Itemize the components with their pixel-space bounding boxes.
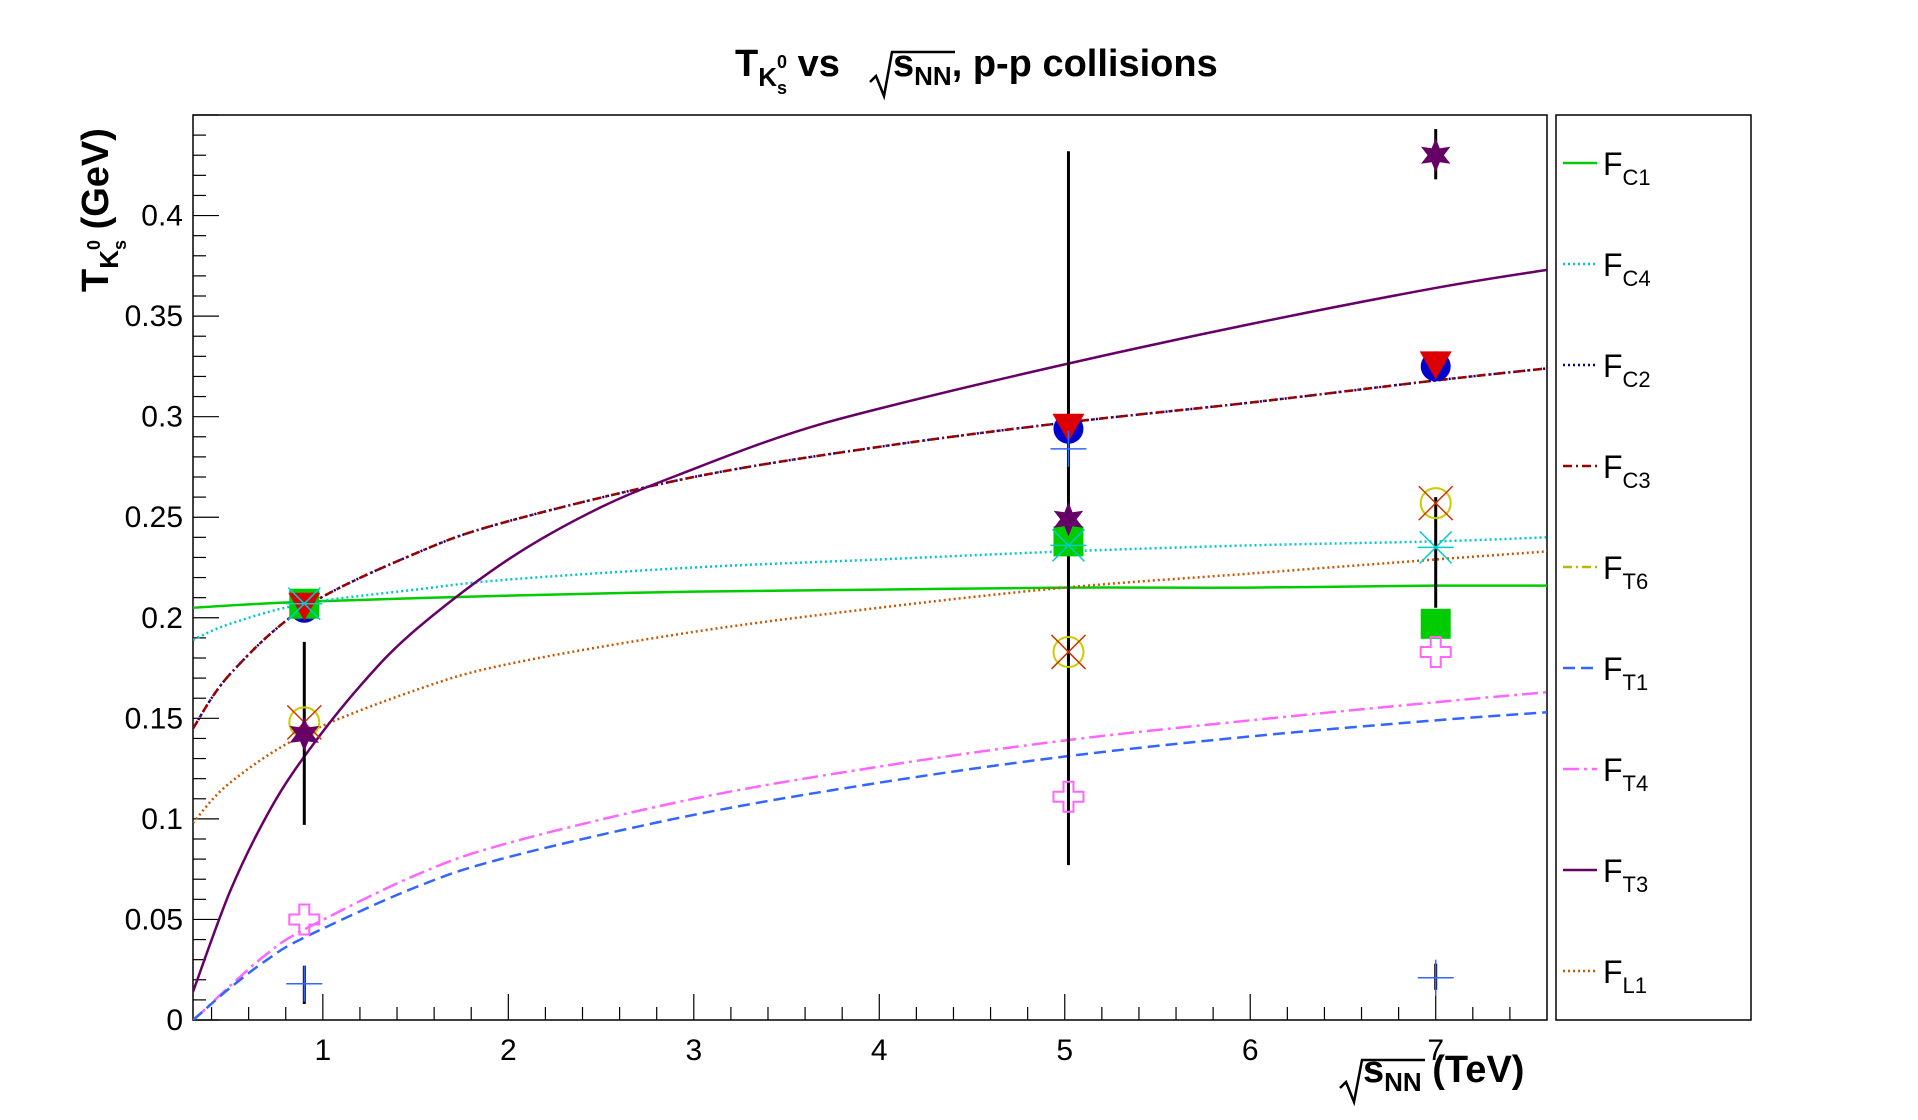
svg-text:TKs0 (GeV): TKs0 (GeV): [75, 128, 130, 292]
curve-t3: [193, 268, 1547, 993]
marker-triangle-down: [1052, 413, 1085, 442]
y-axis-label: TKs0 (GeV): [75, 128, 130, 292]
x-tick-label: 3: [685, 1034, 702, 1067]
svg-text:sNN, p-p collisions: sNN, p-p collisions: [893, 43, 1218, 91]
legend-label-c1: FC1: [1603, 146, 1651, 190]
svg-text:sNN (TeV): sNN (TeV): [1363, 1049, 1524, 1097]
marker-asterisk: [1417, 530, 1454, 564]
axes: 0 0.05 0.1 0.15 0.2 0.25 0.3 0.35 0.4 1 2 3 4 5 6 7: [125, 114, 1511, 1067]
marker-circle-open: [1052, 635, 1085, 668]
marker-x: [1050, 634, 1086, 670]
marker-plus: [1417, 959, 1454, 996]
marker-star: [1053, 502, 1084, 537]
y-tick-label: 0.15: [125, 702, 183, 735]
marker-x: [1418, 485, 1454, 521]
x-tick-label: 4: [871, 1034, 888, 1067]
legend: FC1 FC4 FC2 FC3 FT6 FT1 FT4 FT3 FL1: [1563, 146, 1651, 998]
legend-label-t6: FT6: [1603, 550, 1648, 594]
y-tick-label: 0.2: [141, 602, 183, 635]
x-tick-label: 5: [1056, 1034, 1073, 1067]
marker-star: [1421, 138, 1451, 173]
marker-asterisk: [286, 587, 323, 621]
legend-label-c2: FC2: [1603, 348, 1651, 392]
marker-plus: [286, 965, 323, 1002]
legend-label-t4: FT4: [1603, 752, 1648, 796]
y-tick-label: 0.3: [141, 401, 183, 434]
curves: [193, 268, 1547, 1020]
curve-t1: [193, 711, 1547, 1020]
legend-label-c4: FC4: [1603, 247, 1651, 291]
curve-c2: [193, 367, 1547, 730]
svg-text:TKs0 vs: TKs0 vs: [735, 43, 840, 98]
y-tick-label: 0.1: [141, 803, 183, 836]
x-tick-label: 2: [500, 1034, 517, 1067]
marker-circle-open: [1419, 487, 1452, 520]
curve-c1: [193, 584, 1547, 609]
curve-l1: [193, 550, 1547, 824]
legend-label-c3: FC3: [1603, 449, 1651, 493]
marker-plus: [1050, 430, 1087, 467]
plot-frame: [192, 114, 1548, 1021]
title-radical-icon: [869, 50, 955, 101]
x-axis-label: sNN (TeV): [1339, 1049, 1524, 1107]
chart-title: TKs0 vs sNN, p-p collisions: [735, 43, 1218, 101]
legend-label-l1: FL1: [1603, 954, 1647, 998]
markers: [286, 138, 1454, 1002]
marker-cross-open: [1419, 635, 1452, 668]
marker-star: [289, 717, 319, 752]
x-tick-label: 1: [314, 1034, 331, 1067]
curve-t4: [193, 690, 1547, 1020]
x-tick-label: 7: [1427, 1034, 1444, 1067]
y-tick-label: 0.05: [125, 903, 183, 936]
legend-label-t1: FT1: [1603, 651, 1648, 695]
x-radical-icon: [1339, 1058, 1425, 1107]
error-bars: [302, 129, 1438, 1004]
legend-label-t3: FT3: [1603, 853, 1648, 897]
marker-square: [1420, 608, 1451, 639]
y-tick-label: 0.4: [141, 200, 183, 233]
marker-triangle-down: [288, 592, 321, 621]
marker-triangle-down: [1419, 351, 1452, 380]
y-tick-label: 0.35: [125, 300, 183, 333]
marker-asterisk: [1050, 528, 1087, 562]
marker-cross-open: [1052, 780, 1085, 813]
curve-c3: [193, 367, 1547, 730]
y-tick-label: 0.25: [125, 501, 183, 534]
marker-cross-open: [288, 903, 321, 936]
x-tick-label: 6: [1242, 1034, 1259, 1067]
y-tick-label: 0: [166, 1004, 183, 1037]
